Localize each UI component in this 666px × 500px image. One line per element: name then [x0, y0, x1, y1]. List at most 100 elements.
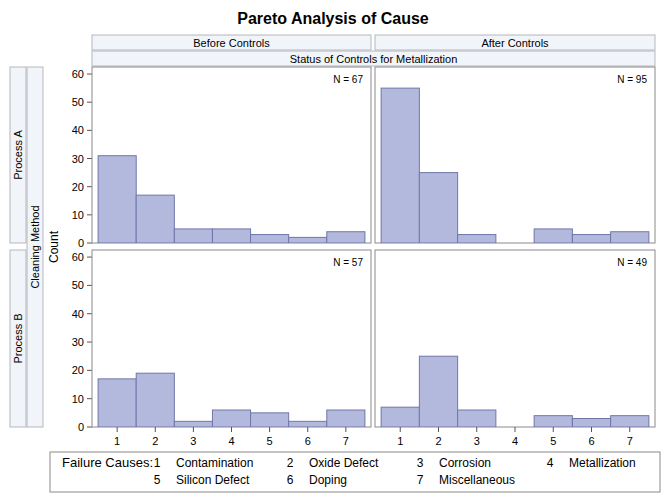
legend-label: Contamination	[176, 456, 253, 470]
bar	[572, 419, 610, 427]
legend-label: Metallization	[569, 456, 636, 470]
x-tick	[476, 427, 477, 432]
x-tick	[629, 427, 630, 432]
x-tick-label: 7	[343, 435, 349, 447]
y-tick	[87, 285, 92, 286]
legend-key: 5	[154, 473, 161, 487]
y-tick	[87, 186, 92, 187]
y-tick-label: 40	[72, 308, 84, 320]
legend-label: Oxide Defect	[309, 456, 379, 470]
background	[0, 0, 666, 500]
x-tick	[193, 427, 194, 432]
x-tick	[400, 427, 401, 432]
y-tick-label: 0	[78, 237, 84, 249]
x-tick	[307, 427, 308, 432]
x-tick-label: 3	[474, 435, 480, 447]
bar	[327, 410, 365, 427]
n-label: N = 57	[333, 257, 363, 268]
y-tick-label: 50	[72, 96, 84, 108]
bar	[174, 229, 212, 243]
row-label: Process A	[12, 130, 24, 180]
y-tick	[87, 370, 92, 371]
row-header-box	[10, 250, 26, 427]
bar	[419, 356, 457, 427]
y-axis-label: Count	[47, 230, 61, 263]
y-tick-label: 0	[78, 421, 84, 433]
legend-key: 6	[287, 473, 294, 487]
bar	[136, 195, 174, 243]
y-tick	[87, 313, 92, 314]
bar	[458, 235, 496, 243]
x-tick-label: 2	[435, 435, 441, 447]
x-tick-label: 6	[588, 435, 594, 447]
legend-label: Miscellaneous	[439, 473, 515, 487]
legend-key: 3	[417, 456, 424, 470]
bar	[327, 232, 365, 243]
y-tick	[87, 158, 92, 159]
n-label: N = 49	[617, 257, 647, 268]
y-tick-label: 30	[72, 336, 84, 348]
x-tick	[438, 427, 439, 432]
legend-key: 2	[287, 456, 294, 470]
panel-frame	[375, 67, 655, 243]
column-header-box	[92, 35, 371, 50]
row-header-box	[27, 67, 43, 427]
bar	[212, 229, 250, 243]
y-tick	[87, 342, 92, 343]
y-tick	[87, 257, 92, 258]
title: Pareto Analysis of Cause	[237, 10, 429, 27]
x-tick-label: 5	[267, 435, 273, 447]
bars	[98, 373, 365, 427]
y-tick-label: 20	[72, 181, 84, 193]
legend-box	[50, 452, 660, 492]
bar	[251, 235, 289, 243]
y-tick	[87, 102, 92, 103]
legend-label: Doping	[309, 473, 347, 487]
bar	[458, 410, 496, 427]
x-tick-label: 4	[228, 435, 234, 447]
y-tick	[87, 243, 92, 244]
y-tick-label: 10	[72, 209, 84, 221]
legend-key: 1	[154, 456, 161, 470]
y-tick-label: 30	[72, 153, 84, 165]
bar	[419, 173, 457, 243]
row-header-box	[10, 67, 26, 243]
y-tick-label: 40	[72, 124, 84, 136]
column-label: After Controls	[481, 37, 549, 49]
x-tick-label: 4	[512, 435, 518, 447]
x-tick-label: 7	[627, 435, 633, 447]
bar	[611, 232, 649, 243]
bar	[136, 373, 174, 427]
x-tick-label: 6	[305, 435, 311, 447]
bar	[98, 156, 136, 243]
chart: Pareto Analysis of CauseBefore ControlsA…	[0, 0, 666, 500]
y-tick	[87, 130, 92, 131]
y-tick	[87, 214, 92, 215]
column-header: Status of Controls for Metallization	[290, 53, 458, 65]
bar	[381, 407, 419, 427]
bar	[289, 237, 327, 243]
x-tick	[231, 427, 232, 432]
bar	[98, 379, 136, 427]
legend-label: Corrosion	[439, 456, 491, 470]
bar	[496, 427, 534, 428]
legend-key: 4	[547, 456, 554, 470]
bars	[381, 88, 649, 243]
x-tick-label: 1	[397, 435, 403, 447]
x-tick-label: 2	[152, 435, 158, 447]
bar	[572, 235, 610, 243]
y-tick	[87, 74, 92, 75]
bars	[381, 356, 649, 427]
panel-frame	[375, 250, 655, 427]
row-header: Cleaning Method	[29, 205, 41, 288]
x-tick	[553, 427, 554, 432]
x-tick	[345, 427, 346, 432]
y-tick-label: 10	[72, 393, 84, 405]
bar	[251, 413, 289, 427]
panel-frame	[92, 67, 371, 243]
legend-key: 7	[417, 473, 424, 487]
panel-frame	[92, 250, 371, 427]
y-tick	[87, 398, 92, 399]
bar	[289, 421, 327, 427]
bars	[98, 156, 365, 243]
